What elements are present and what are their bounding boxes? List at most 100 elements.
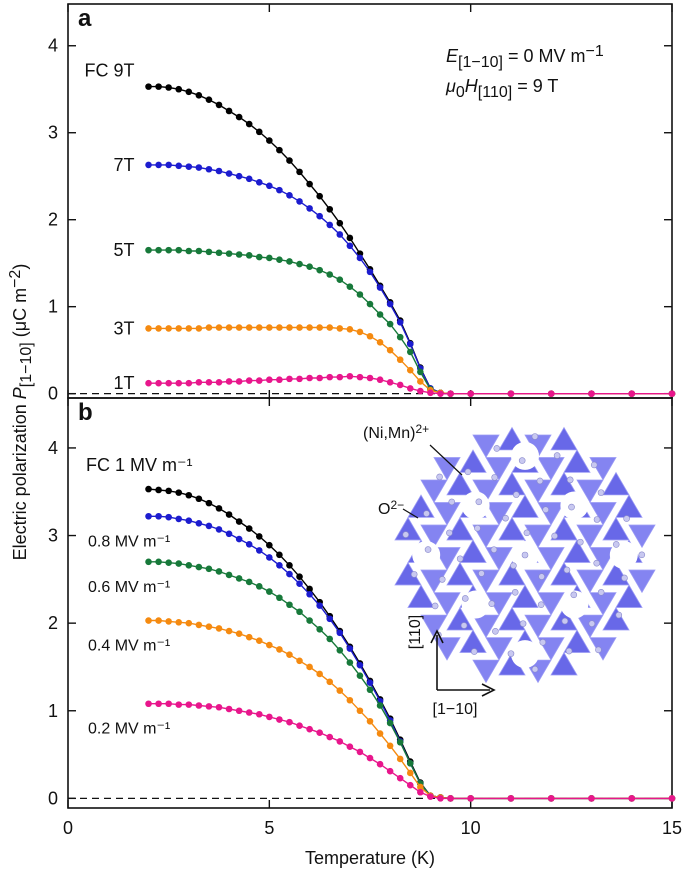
octahedron-face [485,502,513,526]
text: 0 [456,84,465,101]
data-point [437,795,444,802]
oxygen-atom [519,620,527,627]
data-point [266,254,273,262]
oxygen-atom [561,617,569,625]
data-point [266,324,273,331]
oxygen-atom [638,551,646,559]
data-point [145,246,152,254]
data-point [245,175,253,183]
data-point [155,161,162,169]
data-point [346,242,354,250]
data-point [266,641,273,649]
octahedron-face [485,637,513,661]
data-point [215,505,223,512]
data-point [205,703,213,710]
leader-line [402,508,419,519]
octahedron-face [628,524,656,549]
data-point [376,284,384,291]
data-point [155,246,162,254]
octahedron-face [498,471,526,496]
data-point [255,710,263,718]
octahedron-face [433,592,461,616]
data-point [276,146,283,154]
data-point [376,760,384,768]
series-label: FC 9T [85,61,135,81]
data-point [245,120,253,128]
octahedron-face [615,494,643,518]
text: [1−10] [458,54,503,71]
data-point [406,366,414,374]
oxygen-atom [593,559,601,567]
data-point [195,495,203,503]
data-point [195,379,203,386]
data-point [205,623,213,630]
data-point [235,518,243,525]
data-point [396,738,404,746]
data-point [286,570,293,578]
data-point [296,608,303,616]
data-point [215,625,223,632]
arrow-head [481,683,496,697]
channel [412,541,441,569]
data-point [306,205,313,212]
oxygen-atom [531,665,539,673]
octahedron-face [550,561,578,586]
data-point [376,311,384,318]
data-point [195,563,203,571]
oxygen-atom [518,457,526,464]
octahedron-face [576,569,604,594]
data-point [276,551,283,559]
data-point [215,568,223,575]
data-point [155,617,162,624]
data-point [386,767,394,775]
data-point [175,162,183,170]
octahedron-face [524,524,552,549]
data-point [286,601,293,609]
data-point [316,670,323,678]
data-point [175,489,183,496]
data-point [185,517,193,524]
data-point [225,378,233,385]
octahedron-face [420,479,448,504]
data-point [235,535,243,543]
data-point [225,571,233,579]
oxygen-atom [615,611,623,619]
data-point [266,713,273,721]
data-point [286,157,293,164]
oxygen-atom [551,532,558,540]
data-point [417,378,424,385]
data-point [245,541,253,548]
data-point [185,701,193,708]
data-point [356,328,364,336]
oxygen-atom [424,546,432,553]
data-point [547,390,555,397]
data-point [165,700,172,708]
data-point [185,325,193,332]
data-point [366,268,374,276]
data-point [165,325,172,332]
channel [511,441,539,470]
data-point [316,212,323,220]
text: 2− [390,498,404,512]
octahedron-face [446,471,474,496]
data-point [316,602,323,609]
data-point [185,562,193,569]
octahedron-face [433,457,461,481]
octahedron-face [472,569,500,594]
data-point [215,703,223,711]
data-point [336,276,344,284]
y-tick-label: 4 [48,438,58,458]
octahedron-face [446,561,474,586]
data-point [155,325,162,332]
octahedron-face [459,539,487,563]
octahedron-face [498,606,526,631]
octahedron-face [563,539,591,563]
data-point [296,168,303,176]
data-point [306,617,313,624]
data-point [235,575,243,582]
oxygen-atom [537,601,545,608]
oxygen-atom [446,529,453,537]
data-point [175,85,183,93]
text: ) [10,264,30,270]
data-point [175,379,183,387]
